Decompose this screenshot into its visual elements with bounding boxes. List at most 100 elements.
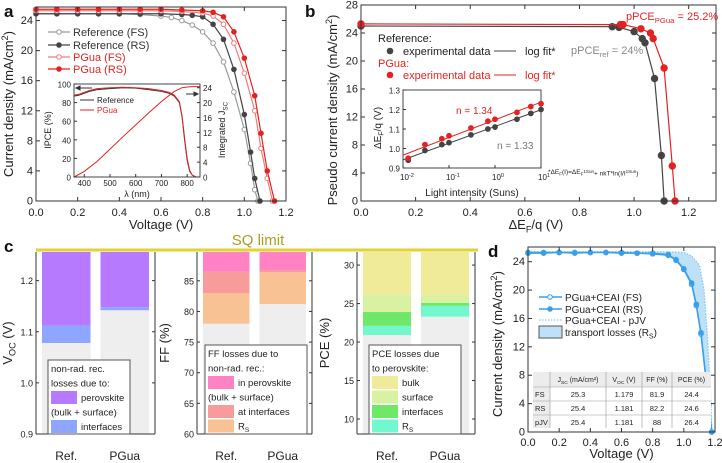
y-tick-label: 24 <box>203 84 212 93</box>
jv-point <box>665 251 672 258</box>
text-segment: pPCE <box>571 45 600 57</box>
table-cell: 1.181 <box>615 404 634 413</box>
panel-label: a <box>4 2 14 21</box>
text-segment: Current density (mA/cm <box>490 280 505 417</box>
inset-legend-label: Reference <box>97 96 134 105</box>
y-tick-label: 12 <box>21 105 33 117</box>
table-row-label: pJV <box>535 418 548 427</box>
legend-title: FF losses due to <box>208 349 278 360</box>
bar-segment-surface <box>363 294 411 313</box>
legend-title: non-rad. rec.: <box>208 364 265 375</box>
legend-title-pgua: PGua: <box>378 58 409 70</box>
category-label: Ref. <box>215 449 237 463</box>
text-segment: = 25.2% <box>674 11 718 23</box>
legend-marker <box>386 71 394 79</box>
text-segment: transport losses (R <box>565 328 649 339</box>
ipce-curve-pgua <box>73 86 197 178</box>
inset-data-point <box>514 109 520 116</box>
y-tick-label: 1.0 <box>20 378 33 388</box>
text-segment: S <box>409 427 414 434</box>
text-segment: F <box>581 172 584 177</box>
y-tick-label: 80 <box>62 99 71 108</box>
legend-label: at interfaces <box>238 407 290 418</box>
jv-point <box>220 36 227 43</box>
legend-label: PGua+CEAI (RS) <box>565 305 643 316</box>
text-segment: ) <box>636 171 638 178</box>
legend-marker <box>56 42 62 48</box>
jv-point <box>231 40 237 46</box>
table-cell: 25.4 <box>571 404 586 413</box>
y-tick-label: 28 <box>346 0 358 12</box>
jv-point <box>189 22 196 28</box>
text-segment: FF (%) <box>646 377 667 384</box>
y-tick-label: 16 <box>513 313 525 325</box>
experimental-point <box>650 74 659 83</box>
bar-segment-interfaces <box>421 302 469 306</box>
ideality-factor-pgua: n = 1.34 <box>456 106 493 117</box>
text-segment: OC <box>7 342 17 356</box>
legend-box <box>368 344 462 435</box>
y-tick-label: 16 <box>21 75 33 87</box>
category-label: Ref. <box>55 449 77 463</box>
x-tick-label: 0.2 <box>552 437 567 449</box>
legend-label: (bulk + surface) <box>208 393 274 404</box>
legend-label: RS <box>238 422 250 434</box>
text-segment: V <box>612 377 617 384</box>
y-tick-label: 85 <box>184 276 194 286</box>
bar-segment-bulk <box>421 252 469 296</box>
text-segment: /q (V) <box>373 107 384 131</box>
y-tick-label: 1.3 <box>389 87 401 96</box>
inset-data-point <box>468 131 474 138</box>
text-segment: 2 <box>0 35 10 40</box>
jv-point <box>571 249 578 256</box>
legend-label: surface <box>402 393 433 404</box>
inset-data-point <box>468 125 474 131</box>
legend-label: interfaces <box>402 407 443 418</box>
ppce-ref-annotation: pPCEref = 24% <box>571 45 644 59</box>
category-label: PGua <box>430 449 461 463</box>
y-tick-label: 20 <box>346 56 358 68</box>
text-segment: SC <box>561 380 568 386</box>
legend-marker <box>547 306 553 312</box>
experimental-point <box>641 39 649 47</box>
table-cell: 26.4 <box>684 418 699 427</box>
bar-segment-RS <box>421 305 469 317</box>
inset-data-point <box>446 139 452 146</box>
fit-formula: *ΔEF(I)=ΔEF1Sun+ nkT*ln(I/I1Sun) <box>548 169 638 178</box>
legend-label: experimental data <box>403 46 491 58</box>
y-axis-label: Pseudo current density (mA/cm2) <box>324 15 340 206</box>
y-tick-label: 0.9 <box>20 430 33 440</box>
bar-segment-RS <box>203 293 250 324</box>
y-axis-label: Current density (mA/cm2) <box>489 271 505 417</box>
y-tick-label: 12 <box>203 129 212 138</box>
table-row-label: FS <box>535 390 545 399</box>
legend-label: bulk <box>402 378 420 389</box>
table-cell: 24.4 <box>684 390 699 399</box>
text-segment: 2 <box>489 275 499 280</box>
jv-point <box>681 265 687 272</box>
inset-data-point <box>514 116 520 123</box>
bar-segment-at <box>259 270 306 273</box>
bar-segment-perovskite <box>42 252 91 326</box>
y-tick-label: 80 <box>184 307 194 317</box>
table-cell: 1.181 <box>615 418 634 427</box>
experimental-point <box>657 151 666 160</box>
jv-point <box>189 12 196 19</box>
text-segment: FF (%) <box>157 323 172 363</box>
y-tick-label: 4 <box>27 165 33 177</box>
jv-point <box>603 249 609 256</box>
jv-point <box>168 14 175 21</box>
x-tick-label: 400 <box>78 179 92 188</box>
x-tick-label: 100 <box>492 173 504 182</box>
text-segment: SC <box>222 101 229 110</box>
y-axis-label: IPCE (%) <box>43 111 53 149</box>
bar-segment-perovskite <box>100 252 149 308</box>
jv-point <box>199 29 206 35</box>
legend-swatch <box>372 405 398 418</box>
jv-point <box>179 7 185 13</box>
y-tick-label: 4 <box>519 398 525 410</box>
legend-swatch <box>372 376 398 389</box>
table-cell: 88 <box>653 418 661 427</box>
legend-marker <box>56 54 62 60</box>
table-cell: 24.6 <box>684 404 699 413</box>
